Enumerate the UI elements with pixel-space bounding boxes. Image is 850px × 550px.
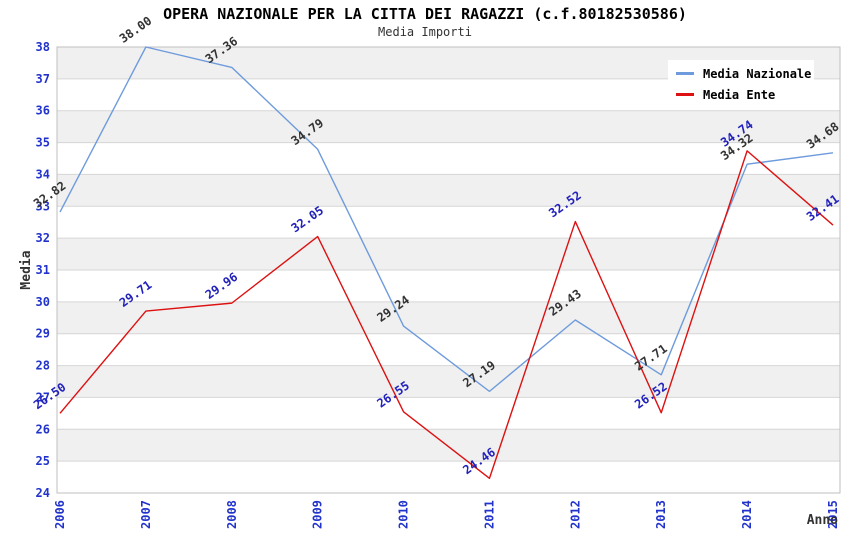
y-tick-label: 35	[36, 136, 50, 150]
x-tick-label: 2013	[654, 500, 668, 529]
x-tick-label: 2012	[568, 500, 582, 529]
x-tick-label: 2006	[53, 500, 67, 529]
y-tick-label: 30	[36, 295, 50, 309]
plot-band	[57, 110, 840, 143]
point-label-1: 32.05	[289, 203, 327, 235]
x-axis-title: Anno	[807, 513, 838, 528]
x-tick-label: 2009	[311, 500, 325, 529]
y-tick-label: 31	[36, 263, 50, 277]
y-tick-label: 28	[36, 359, 50, 373]
legend-label: Media Ente	[703, 87, 776, 102]
legend-swatch-line-icon	[676, 93, 694, 96]
legend-swatch-line-icon	[676, 72, 694, 75]
legend-label: Media Nazionale	[703, 66, 812, 81]
plot-band	[57, 301, 840, 334]
point-label-1: 29.96	[203, 270, 241, 302]
y-tick-label: 29	[36, 327, 50, 341]
x-tick-label: 2010	[397, 500, 411, 529]
x-tick-label: 2007	[139, 500, 153, 529]
y-tick-label: 33	[36, 199, 50, 213]
x-tick-label: 2014	[740, 500, 754, 529]
legend-item-1: Media Ente	[668, 84, 814, 105]
y-tick-label: 37	[36, 72, 50, 86]
y-tick-label: 34	[36, 167, 50, 181]
x-tick-label: 2008	[225, 500, 239, 529]
y-tick-label: 32	[36, 231, 50, 245]
legend: Media Nazionale Media Ente	[668, 60, 814, 109]
chart-subtitle: Media Importi	[378, 25, 472, 39]
y-tick-label: 38	[36, 40, 50, 54]
y-tick-label: 27	[36, 390, 50, 404]
plot-band	[57, 429, 840, 462]
y-tick-label: 24	[36, 486, 50, 500]
y-tick-label: 25	[36, 454, 50, 468]
x-tick-label: 2011	[482, 500, 496, 529]
point-label-0: 38.00	[117, 14, 155, 46]
y-tick-label: 36	[36, 104, 50, 118]
x-tick-label: 2015	[826, 500, 840, 529]
series-line-1	[59, 150, 834, 480]
y-tick-label: 26	[36, 422, 50, 436]
y-axis-title: Media	[19, 250, 34, 289]
plot-band	[57, 238, 840, 270]
legend-item-0: Media Nazionale	[668, 63, 814, 84]
plot-band	[57, 174, 840, 207]
plot-border	[56, 46, 841, 494]
series-line-0	[59, 46, 834, 393]
plot-band	[57, 365, 840, 398]
chart-title: OPERA NAZIONALE PER LA CITTA DEI RAGAZZI…	[163, 5, 687, 23]
